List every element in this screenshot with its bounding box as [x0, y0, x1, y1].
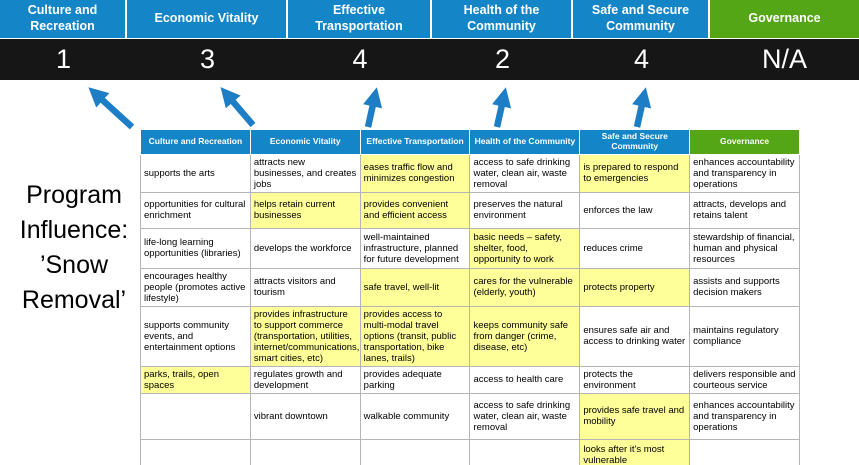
scoreboard-header-culture-and-recreation: Culture and Recreation — [0, 0, 127, 38]
matrix-cell-highlighted: eases traffic flow and minimizes congest… — [359, 153, 471, 193]
matrix-cell-highlighted: helps retain current businesses — [249, 191, 361, 229]
matrix-cell: encourages healthy people (promotes acti… — [140, 267, 251, 307]
matrix-cell-highlighted: safe travel, well-lit — [359, 267, 471, 307]
matrix-cell-highlighted: parks, trails, open spaces — [140, 365, 251, 394]
matrix-row-5: supports community events, and entertain… — [140, 305, 800, 367]
matrix-cell — [140, 438, 251, 465]
matrix-cell-highlighted: protects property — [579, 267, 691, 307]
influence-arrows — [88, 87, 652, 130]
influence-arrow-culture — [88, 87, 135, 130]
matrix-cell-highlighted: basic needs – safety, shelter, food, opp… — [469, 227, 581, 269]
matrix-cell: enhances accountability and transparency… — [689, 153, 800, 193]
matrix-body: supports the arts attracts new businesses… — [140, 153, 800, 465]
matrix-cell: provides adequate parking — [359, 365, 471, 394]
matrix-cell: opportunities for cultural enrichment — [140, 191, 251, 229]
matrix-cell: enforces the law — [579, 191, 691, 229]
matrix-cell-highlighted: provides safe travel and mobility — [579, 392, 691, 440]
program-matrix: Culture and Recreation Economic Vitality E… — [140, 129, 800, 465]
matrix-cell — [140, 392, 251, 440]
matrix-row-7: vibrant downtown walkable community access… — [140, 392, 800, 440]
matrix-header-culture-and-recreation: Culture and Recreation — [140, 129, 251, 155]
matrix-cell-highlighted: provides convenient and efficient access — [359, 191, 471, 229]
matrix-cell: ensures safe air and access to drinking … — [579, 305, 691, 367]
matrix-cell: develops the workforce — [249, 227, 361, 269]
influence-arrow-health — [492, 87, 512, 128]
matrix-cell — [359, 438, 471, 465]
matrix-cell: delivers responsible and courteous servi… — [689, 365, 800, 394]
matrix-header-economic-vitality: Economic Vitality — [249, 129, 361, 155]
scoreboard-header-effective-transportation: Effective Transportation — [288, 0, 432, 38]
matrix-row-2: opportunities for cultural enrichment hel… — [140, 191, 800, 229]
matrix-cell: supports the arts — [140, 153, 251, 193]
matrix-cell-highlighted: looks after it's most vulnerable — [579, 438, 691, 465]
scoreboard-header-health-of-the-community: Health of the Community — [432, 0, 573, 38]
matrix-cell-highlighted: cares for the vulnerable (elderly, youth… — [469, 267, 581, 307]
matrix-cell: reduces crime — [579, 227, 691, 269]
matrix-cell: maintains regulatory compliance — [689, 305, 800, 367]
matrix-cell: access to health care — [469, 365, 581, 394]
matrix-row-3: life-long learning opportunities (librar… — [140, 227, 800, 269]
score-culture-and-recreation: 1 — [55, 44, 72, 74]
matrix-cell: access to safe drinking water, clean air… — [469, 153, 581, 193]
scoreboard-header-safe-and-secure-community: Safe and Secure Community — [573, 0, 710, 38]
matrix-header-health-of-the-community: Health of the Community — [469, 129, 581, 155]
program-title: Program Influence: ’Snow Removal’ — [19, 181, 129, 314]
matrix-header-governance: Governance — [689, 129, 800, 155]
matrix-cell-highlighted: provides access to multi-modal travel op… — [359, 305, 471, 367]
matrix-cell: attracts new businesses, and creates job… — [249, 153, 361, 193]
score-economic-vitality: 3 — [199, 44, 216, 74]
matrix-cell — [689, 438, 800, 465]
matrix-cell: access to safe drinking water, clean air… — [469, 392, 581, 440]
matrix-cell — [249, 438, 361, 465]
matrix-cell: enhances accountability and transparency… — [689, 392, 800, 440]
scoreboard-header-economic-vitality: Economic Vitality — [127, 0, 288, 38]
matrix-cell: life-long learning opportunities (librar… — [140, 227, 251, 269]
matrix-cell-highlighted: keeps community safe from danger (crime,… — [469, 305, 581, 367]
matrix-cell — [469, 438, 581, 465]
matrix-cell-highlighted: is prepared to respond to emergencies — [579, 153, 691, 193]
matrix-cell: well-maintained infrastructure, planned … — [359, 227, 471, 269]
matrix-cell: assists and supports decision makers — [689, 267, 800, 307]
matrix-header-safe-and-secure-community: Safe and Secure Community — [579, 129, 691, 155]
matrix-cell: preserves the natural environment — [469, 191, 581, 229]
matrix-cell: stewardship of financial, human and phys… — [689, 227, 800, 269]
scoreboard-header-row: Culture and Recreation Economic Vitality E… — [0, 0, 859, 38]
matrix-header-effective-transportation: Effective Transportation — [359, 129, 471, 155]
matrix-cell: regulates growth and development — [249, 365, 361, 394]
matrix-cell: attracts, develops and retains talent — [689, 191, 800, 229]
matrix-cell: walkable community — [359, 392, 471, 440]
scoreboard-score-row: 1 3 4 2 4 N/A — [0, 39, 859, 80]
matrix-cell: protects the environment — [579, 365, 691, 394]
scoreboard-header-governance: Governance — [710, 0, 859, 38]
influence-arrow-transportation — [363, 87, 383, 128]
score-safe-and-secure-community: 4 — [633, 44, 650, 74]
score-effective-transportation: 4 — [352, 44, 368, 74]
matrix-row-6: parks, trails, open spaces regulates grow… — [140, 365, 800, 394]
score-governance: N/A — [761, 44, 807, 74]
matrix-cell: attracts visitors and tourism — [249, 267, 361, 307]
matrix-header-row: Culture and Recreation Economic Vitality E… — [140, 129, 800, 155]
matrix-cell: vibrant downtown — [249, 392, 361, 440]
influence-arrow-economic — [220, 87, 256, 128]
matrix-cell-highlighted: provides infrastructure to support comme… — [249, 305, 361, 367]
matrix-row-1: supports the arts attracts new businesses… — [140, 153, 800, 193]
matrix-row-8: looks after it's most vulnerable — [140, 438, 800, 465]
influence-arrow-safety — [632, 87, 652, 128]
matrix-row-4: encourages healthy people (promotes acti… — [140, 267, 800, 307]
matrix-cell: supports community events, and entertain… — [140, 305, 251, 367]
score-health-of-the-community: 2 — [494, 44, 511, 74]
